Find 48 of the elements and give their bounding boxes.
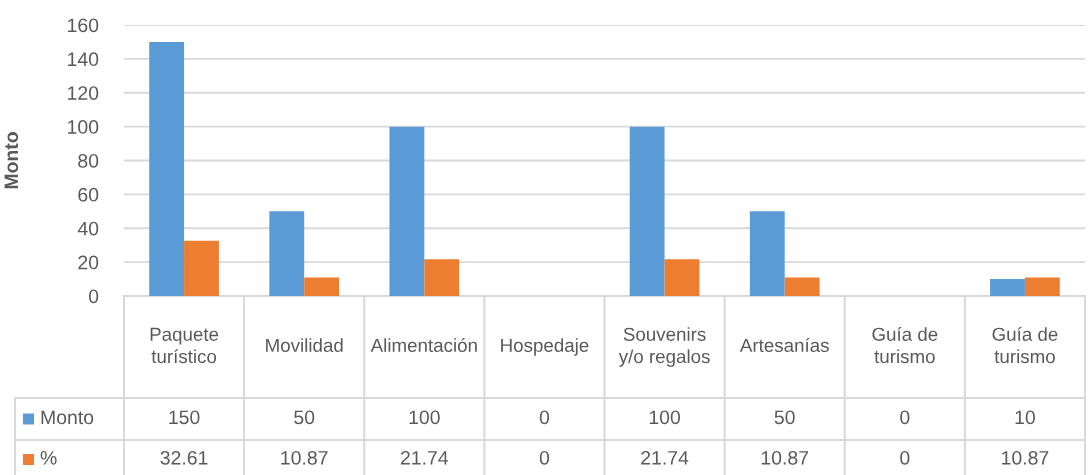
data-label: 0 bbox=[900, 410, 910, 425]
y-tick-label: 80 bbox=[78, 153, 99, 168]
data-label: 0 bbox=[539, 450, 550, 465]
bar bbox=[990, 279, 1025, 296]
bar bbox=[749, 211, 785, 296]
data-label: 100 bbox=[409, 410, 440, 425]
data-label: 10 bbox=[1015, 410, 1035, 425]
x-tick-label: Artesanías bbox=[739, 338, 829, 353]
data-label: 32.61 bbox=[160, 450, 208, 465]
data-label: 0 bbox=[539, 410, 550, 425]
data-label: 100 bbox=[649, 410, 681, 425]
x-tick-label: Paquete turístico bbox=[150, 327, 219, 364]
x-tick-label: Alimentación bbox=[370, 338, 477, 353]
data-label: 50 bbox=[774, 410, 795, 425]
legend-label: % bbox=[40, 451, 57, 465]
y-tick-label: 20 bbox=[78, 255, 99, 270]
data-label: 0 bbox=[900, 450, 910, 465]
bar bbox=[184, 240, 219, 296]
data-label: 21.74 bbox=[400, 450, 449, 465]
bar bbox=[389, 126, 425, 296]
y-tick-label: 60 bbox=[78, 187, 99, 202]
x-tick-label: Guía de turismo bbox=[872, 326, 938, 364]
y-axis-title: Monto bbox=[4, 132, 19, 189]
data-label: 10.87 bbox=[761, 450, 809, 465]
bar bbox=[424, 259, 460, 296]
y-tick-label: 100 bbox=[68, 120, 99, 134]
bar bbox=[629, 126, 665, 296]
y-tick-label: 0 bbox=[88, 289, 99, 304]
bar bbox=[269, 211, 305, 296]
data-label: 150 bbox=[169, 410, 200, 425]
bar bbox=[1024, 277, 1060, 296]
y-tick-label: 140 bbox=[68, 52, 99, 67]
data-label: 10.87 bbox=[1002, 450, 1049, 465]
data-label: 21.74 bbox=[641, 450, 689, 465]
x-tick-label: Souvenirs y/o regalos bbox=[618, 327, 710, 367]
y-tick-label: 40 bbox=[77, 221, 99, 236]
data-label: 10.87 bbox=[281, 450, 328, 465]
x-tick-label: Movilidad bbox=[266, 338, 343, 353]
bar bbox=[149, 41, 185, 296]
y-tick-label: 120 bbox=[68, 86, 99, 100]
bar bbox=[784, 277, 820, 296]
x-tick-label: Guía de turismo bbox=[992, 326, 1058, 364]
legend-label: Monto bbox=[41, 410, 94, 425]
y-tick-label: 160 bbox=[68, 18, 99, 33]
x-tick-label: Hospedaje bbox=[501, 338, 589, 356]
data-label: 50 bbox=[294, 410, 315, 425]
bar bbox=[304, 277, 340, 296]
bar bbox=[664, 259, 700, 296]
